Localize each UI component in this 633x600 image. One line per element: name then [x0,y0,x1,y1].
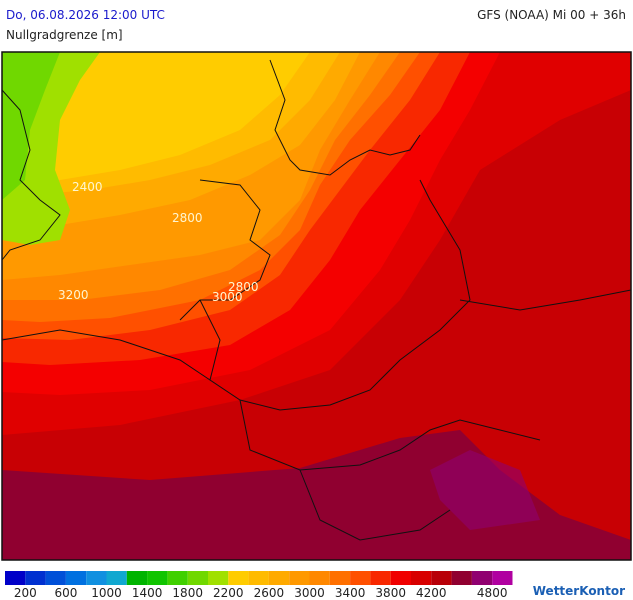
legend-swatch [471,571,493,585]
legend-swatch [309,571,330,585]
legend-swatch [65,571,87,585]
legend-label: 4800 [477,586,508,600]
legend-label: 1800 [172,586,203,600]
contour-label: 2800 [228,280,259,294]
map [1,51,632,561]
legend-swatch [187,571,208,585]
legend-swatch [268,571,290,585]
legend: 200 600 1000 1400 1800 2200 2600 3000 3400 3800 42… [5,571,513,600]
legend-label: 3800 [375,586,406,600]
field-area [2,52,60,200]
legend-label: 3000 [294,586,325,600]
logo: WetterKontor [533,584,625,598]
legend-swatch [248,571,269,585]
contour-label: 3200 [58,288,89,302]
legend-label: 1000 [91,586,122,600]
datetime: Do, 06.08.2026 12:00 UTC [6,8,165,22]
legend-swatch [411,571,432,585]
legend-label: 4200 [416,586,447,600]
parameter-title: Nullgradgrenze [m] [6,28,123,42]
legend-swatch [25,571,46,585]
legend-swatch [106,571,127,585]
contour-label: 3000 [212,290,243,304]
contour-label: 2400 [72,180,103,194]
legend-label: 3400 [335,586,366,600]
legend-swatch [431,571,452,585]
legend-swatch [5,571,26,585]
legend-label: 2600 [254,586,285,600]
legend-swatch [370,571,391,585]
legend-label: 2200 [213,586,244,600]
legend-swatch [350,571,371,585]
legend-swatch [167,571,188,585]
legend-label: 600 [54,586,77,600]
legend-label: 1400 [132,586,163,600]
legend-swatch [126,571,148,585]
field-area [430,450,540,530]
legend-swatch [289,571,310,585]
legend-swatch [329,571,351,585]
legend-swatch [45,571,66,585]
legend-swatch [86,571,107,585]
field-area [2,52,310,185]
legend-swatch [208,571,229,585]
legend-swatch [147,571,168,585]
borders [1,59,632,541]
legend-swatch [451,571,472,585]
legend-swatch [228,571,249,585]
map-frame [1,51,632,561]
legend-swatch [492,571,513,585]
model-run: GFS (NOAA) Mi 00 + 36h [477,8,626,22]
legend-label: 200 [14,586,37,600]
legend-swatch [390,571,411,585]
contour-label: 2800 [172,211,203,225]
